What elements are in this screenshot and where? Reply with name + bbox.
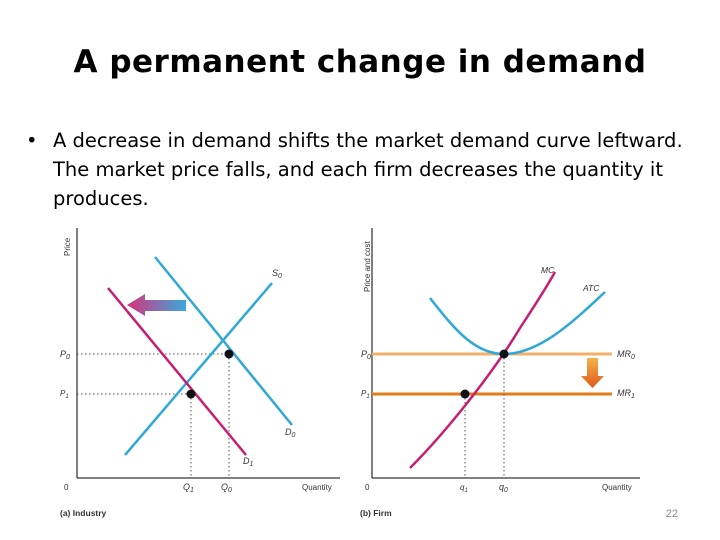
supply-label: S0 <box>272 268 282 280</box>
firm-caption: (b) Firm <box>360 508 392 518</box>
mc-curve <box>409 271 557 469</box>
industry-equilibrium-0 <box>224 349 234 359</box>
industry-caption: (a) Industry <box>60 508 107 518</box>
industry-q1-label: Q1 <box>183 482 194 494</box>
mr1-label: MR1 <box>617 388 635 400</box>
supply-curve <box>124 282 273 456</box>
slide-title: A permanent change in demand <box>73 44 647 80</box>
bullet-text: A decrease in demand shifts the market d… <box>53 129 683 210</box>
firm-p0-label: P0 <box>361 349 371 361</box>
demand-shift-left-arrow-icon <box>127 294 186 316</box>
firm-x-axis-label: Quantity <box>602 483 632 492</box>
firm-p1-label: P1 <box>361 389 370 400</box>
industry-x-axis-label: Quantity <box>302 483 332 492</box>
bullet-point: • A decrease in demand shifts the market… <box>26 126 686 213</box>
industry-p0-label: P0 <box>60 349 70 361</box>
industry-equilibrium-1 <box>186 389 196 399</box>
firm-y-axis-label: Price and cost <box>363 241 372 292</box>
firm-q1-label: q1 <box>460 483 468 494</box>
firm-origin-label: 0 <box>365 483 370 492</box>
industry-y-axis-label: Price <box>63 237 72 256</box>
industry-p1-label: P1 <box>60 389 69 400</box>
firm-panel: Price and cost Quantity 0 MC ATC MR0 MR1… <box>360 228 640 518</box>
price-fall-down-arrow-icon <box>581 358 604 388</box>
atc-label: ATC <box>582 283 600 293</box>
firm-point-1 <box>460 389 470 399</box>
demand-d0-label: D0 <box>285 427 296 439</box>
demand-curve-d0 <box>154 256 293 426</box>
demand-d1-label: D1 <box>243 456 254 468</box>
bullet-dot-icon: • <box>26 129 38 152</box>
page-number: 22 <box>665 508 678 520</box>
firm-q0-label: q0 <box>499 482 508 494</box>
mr0-label: MR0 <box>617 349 635 361</box>
firm-point-0 <box>499 349 509 359</box>
atc-curve <box>429 291 606 356</box>
demand-curve-d1 <box>107 287 247 456</box>
industry-q0-label: Q0 <box>221 482 232 494</box>
industry-origin-label: 0 <box>64 483 69 492</box>
industry-panel: Price Quantity 0 S0 D0 D1 P0 P1 Q1 Q0 (a… <box>60 228 340 518</box>
mc-label: MC <box>541 265 555 275</box>
